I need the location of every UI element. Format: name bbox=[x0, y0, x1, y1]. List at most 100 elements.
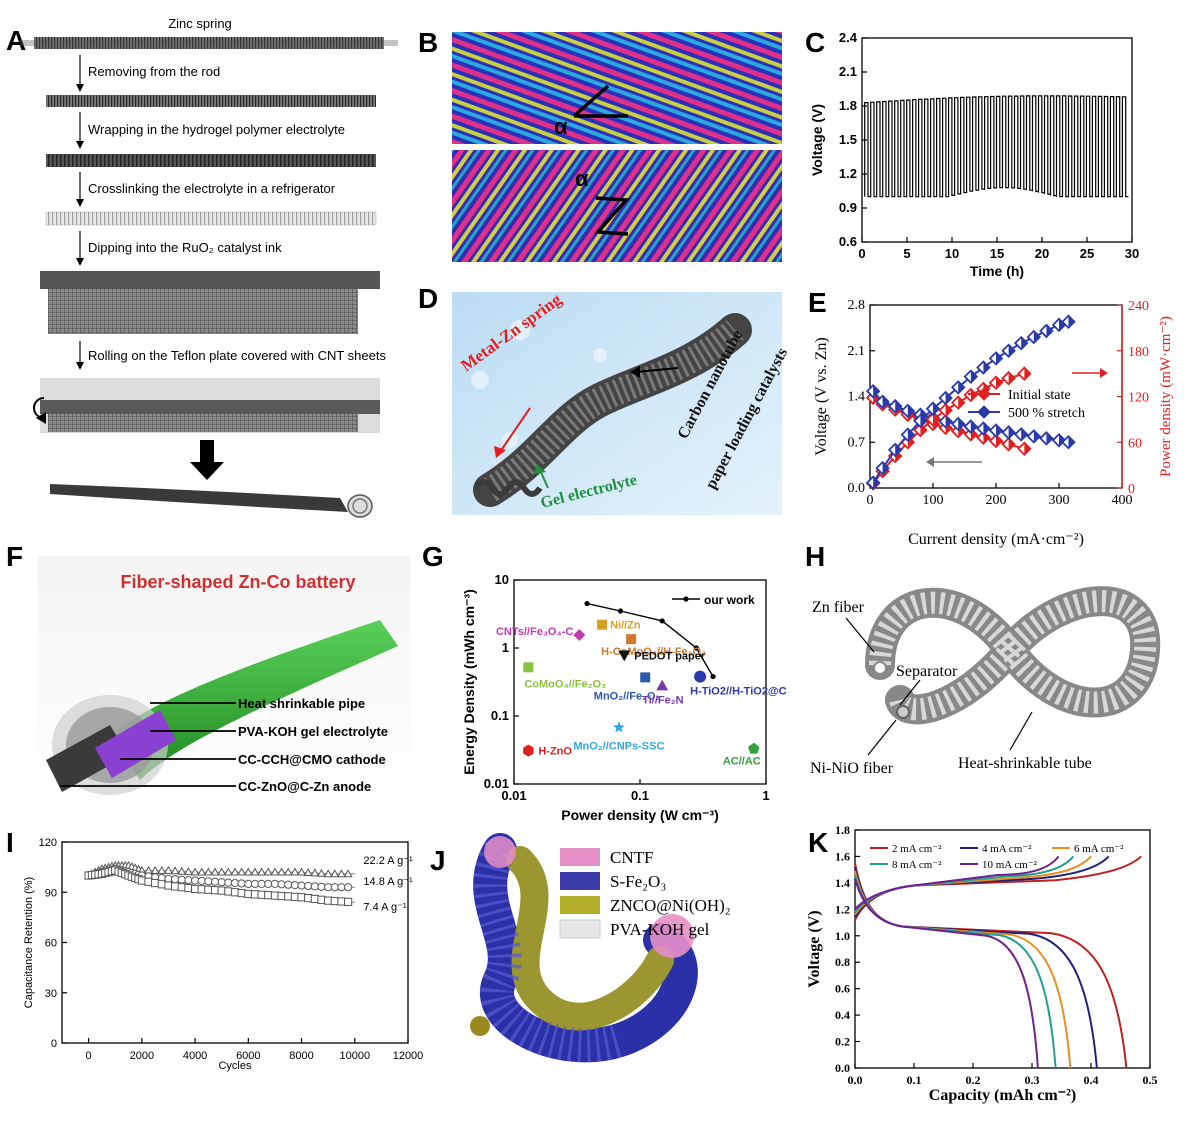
legend-swatch bbox=[560, 848, 600, 866]
data-point bbox=[217, 878, 226, 887]
wrapped-spring bbox=[46, 154, 376, 167]
x-tick-label: 0.01 bbox=[501, 788, 526, 803]
data-point-fill bbox=[1033, 331, 1040, 344]
data-point bbox=[656, 679, 669, 691]
legend-marker bbox=[977, 387, 991, 401]
step-rolling: Rolling on the Teflon plate covered with… bbox=[88, 348, 386, 363]
data-point bbox=[257, 867, 267, 876]
arrowhead-1 bbox=[76, 84, 84, 92]
data-point bbox=[157, 865, 167, 874]
legend-label: 500 % stretch bbox=[1008, 406, 1085, 421]
data-point-fill bbox=[983, 422, 990, 435]
chart-polarization: 0 100 200 300 400 0.0 0.7 1.4 2.1 2.8 Current dens… bbox=[813, 298, 1174, 548]
y-tick-label: 0 bbox=[51, 1038, 57, 1050]
data-point bbox=[244, 889, 253, 899]
panel-d: D Metal-Zn spring Carbon nanotube paper … bbox=[418, 283, 791, 515]
heat-shrinkable-pipe-shape bbox=[110, 620, 398, 780]
y-tick-label: 0.7 bbox=[848, 435, 866, 450]
legend-label: 4 mA cm⁻² bbox=[982, 843, 1032, 855]
data-point bbox=[317, 895, 326, 904]
data-point bbox=[223, 867, 233, 876]
angle-label-bottom: α bbox=[575, 166, 589, 191]
big-arrowhead bbox=[190, 462, 224, 480]
y-tick-label: 10 bbox=[495, 572, 509, 587]
data-point bbox=[177, 866, 187, 875]
data-point-fill bbox=[970, 370, 977, 383]
data-point bbox=[597, 619, 608, 630]
y-tick-label: 1.6 bbox=[835, 849, 850, 863]
x-tick-label: 0 bbox=[867, 493, 874, 508]
data-point bbox=[257, 879, 266, 888]
data-point bbox=[210, 867, 220, 876]
x-tick-label: 1 bbox=[762, 788, 769, 803]
cnt-sheet-rolled bbox=[48, 414, 358, 432]
data-point-fill bbox=[907, 404, 914, 417]
y-tick-label: 60 bbox=[45, 938, 57, 950]
data-point bbox=[330, 896, 339, 906]
data-label: AC//AC bbox=[723, 756, 761, 768]
panel-letter-h: H bbox=[805, 541, 825, 572]
y-tick-label: 0.2 bbox=[835, 1035, 850, 1049]
data-point bbox=[343, 869, 353, 878]
x-tick-label: 0 bbox=[858, 246, 865, 261]
y-tick-label: 1.2 bbox=[835, 902, 850, 916]
rolling-fiber bbox=[40, 400, 380, 414]
data-point bbox=[190, 876, 200, 885]
cntf-end-top bbox=[484, 836, 516, 868]
data-point bbox=[190, 884, 200, 893]
arrowhead bbox=[1100, 368, 1108, 378]
x-axis-label: Capacity (mAh cm⁻²) bbox=[929, 1087, 1076, 1104]
x-tick-label: 200 bbox=[986, 493, 1007, 508]
data-label: MnO₂//Fe₂O₃ bbox=[594, 690, 661, 702]
braided-fiber-bottom bbox=[452, 150, 782, 262]
panel-g: G 0.01 0.1 1 0.01 0.1 1 10 Power density (W cm⁻… bbox=[422, 541, 787, 823]
chart-capacitance-retention: 0 2000 4000 6000 8000 10000 12000 0 30 60 90 120 Cyc… bbox=[23, 837, 423, 1072]
leader-separator bbox=[899, 679, 921, 706]
crosslinked-spring bbox=[45, 211, 377, 226]
data-point-fill bbox=[1008, 344, 1015, 357]
x-tick-label: 0.1 bbox=[631, 788, 649, 803]
data-point bbox=[217, 867, 227, 876]
x-tick-label: 0.1 bbox=[907, 1073, 922, 1087]
data-point bbox=[284, 880, 293, 889]
rotation-arrowhead bbox=[36, 412, 46, 424]
data-point bbox=[237, 867, 247, 876]
data-point bbox=[190, 867, 200, 876]
x-tick-label: 6000 bbox=[236, 1050, 260, 1062]
x-tick-label: 15 bbox=[990, 246, 1004, 261]
data-point-fill bbox=[1046, 324, 1053, 337]
y-tick-label: 1.2 bbox=[839, 166, 857, 181]
discharge-curve bbox=[854, 866, 1098, 1069]
data-point bbox=[330, 883, 339, 892]
data-label: Ti//Fe₂N bbox=[642, 695, 683, 707]
arrowhead-3 bbox=[76, 199, 84, 207]
charge-curve bbox=[854, 855, 1060, 911]
y2-tick-label: 120 bbox=[1128, 391, 1149, 406]
znco-strand bbox=[506, 846, 674, 1031]
data-point-fill bbox=[1008, 426, 1015, 439]
data-point bbox=[164, 881, 173, 890]
data-point-fill bbox=[1008, 372, 1015, 385]
y-tick-label: 1.4 bbox=[848, 390, 866, 405]
data-point-fill bbox=[1033, 430, 1040, 443]
free-spring bbox=[46, 95, 376, 107]
data-point-fill bbox=[996, 352, 1002, 365]
legend-swatch bbox=[560, 872, 600, 890]
data-point-fill bbox=[907, 428, 914, 441]
panel-letter-g: G bbox=[422, 541, 444, 572]
panel-f: F Fiber-shaped Zn-Co battery Heat shrink… bbox=[6, 541, 410, 806]
strand-end bbox=[470, 1016, 490, 1036]
data-point-fill bbox=[958, 396, 965, 409]
x-axis-label: Current density (mA·cm⁻²) bbox=[908, 531, 1084, 548]
legend-label: our work bbox=[704, 593, 755, 607]
panel-letter-e: E bbox=[808, 287, 827, 318]
legend-j: CNTF S-Fe₂O₃ ZNCO@Ni(OH)₂ PVA-KOH gel bbox=[559, 848, 731, 939]
x-tick-label: 0.3 bbox=[1025, 1073, 1040, 1087]
panel-j: J CNTF S-Fe₂O₃ ZNCO@Ni(OH)₂ PVA-KOH gel bbox=[430, 833, 731, 1063]
data-point bbox=[263, 867, 273, 876]
y-tick-label: 0.01 bbox=[484, 776, 509, 791]
data-point-fill bbox=[1068, 315, 1075, 328]
x-tick-label: 0 bbox=[86, 1050, 92, 1062]
data-point-fill bbox=[983, 431, 990, 444]
